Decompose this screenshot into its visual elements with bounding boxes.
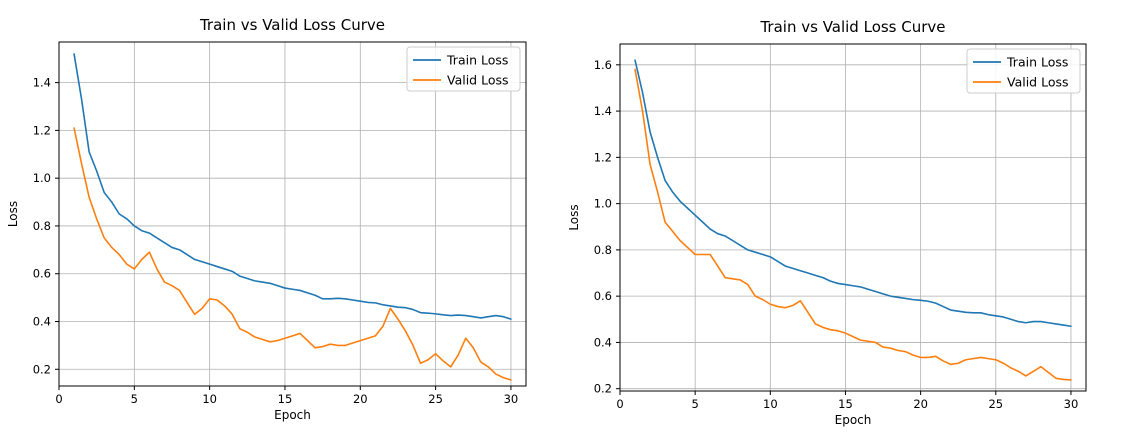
x-tick-label: 0	[616, 397, 623, 411]
x-axis-label: Epoch	[835, 413, 872, 427]
x-tick-label: 15	[278, 392, 293, 406]
y-tick-label: 0.6	[594, 289, 612, 303]
x-tick-label: 10	[202, 392, 217, 406]
y-axis-label: Loss	[567, 204, 581, 230]
legend-entry: Train Loss	[446, 53, 508, 68]
legend-entry: Train Loss	[1006, 55, 1068, 70]
x-tick-label: 10	[763, 397, 778, 411]
y-tick-label: 1.0	[594, 197, 612, 211]
legend-entry: Valid Loss	[1007, 75, 1069, 90]
y-tick-label: 0.4	[594, 335, 612, 349]
y-tick-label: 1.6	[594, 58, 612, 72]
series-line-valid-loss	[634, 68, 1072, 381]
y-tick-label: 1.2	[594, 150, 612, 164]
series-line-valid-loss	[73, 127, 512, 381]
plot-area	[620, 44, 1086, 391]
x-tick-label: 5	[131, 392, 138, 406]
x-tick-label: 15	[838, 397, 853, 411]
y-tick-label: 1.4	[594, 104, 612, 118]
x-tick-label: 20	[913, 397, 928, 411]
chart-2: 0 5 10 15 20 25 30 0.2 0.4 0.6 0.8 1.0 1.2 1.4 1.6 Trai…	[567, 18, 1087, 427]
chart-1: 0 5 10 15 20 25 30 0.2 0.4 0.6 0.8 1.0 1.2 1.4 Train v…	[6, 16, 527, 422]
y-tick-label: 0.6	[33, 267, 51, 281]
chart-title: Train vs Valid Loss Curve	[759, 18, 945, 36]
x-tick-label: 30	[1064, 397, 1079, 411]
y-tick-label: 0.8	[594, 243, 612, 257]
x-axis-label: Epoch	[274, 408, 311, 422]
y-tick-label: 0.2	[33, 362, 51, 376]
x-tick-label: 20	[353, 392, 368, 406]
x-tick-label: 25	[428, 392, 443, 406]
x-tick-label: 30	[504, 392, 519, 406]
x-tick-label: 25	[988, 397, 1003, 411]
legend-entry: Valid Loss	[447, 73, 509, 88]
y-tick-label: 0.4	[33, 315, 51, 329]
axes-frame	[619, 43, 1087, 392]
plot-area	[59, 42, 526, 386]
legend: Train Loss Valid Loss	[966, 48, 1081, 94]
series-line-train-loss	[634, 59, 1072, 328]
y-tick-label: 0.2	[594, 382, 612, 396]
x-tick-label: 5	[691, 397, 698, 411]
x-tick-label: 0	[55, 392, 62, 406]
legend: Train Loss Valid Loss	[406, 46, 521, 92]
y-axis-label: Loss	[6, 201, 20, 227]
y-tick-label: 1.0	[33, 171, 51, 185]
axes-frame	[58, 41, 527, 387]
y-tick-label: 1.2	[33, 123, 51, 137]
y-tick-label: 0.8	[33, 219, 51, 233]
series-line-train-loss	[73, 53, 512, 320]
chart-title: Train vs Valid Loss Curve	[199, 16, 385, 34]
y-tick-label: 1.4	[33, 76, 51, 90]
